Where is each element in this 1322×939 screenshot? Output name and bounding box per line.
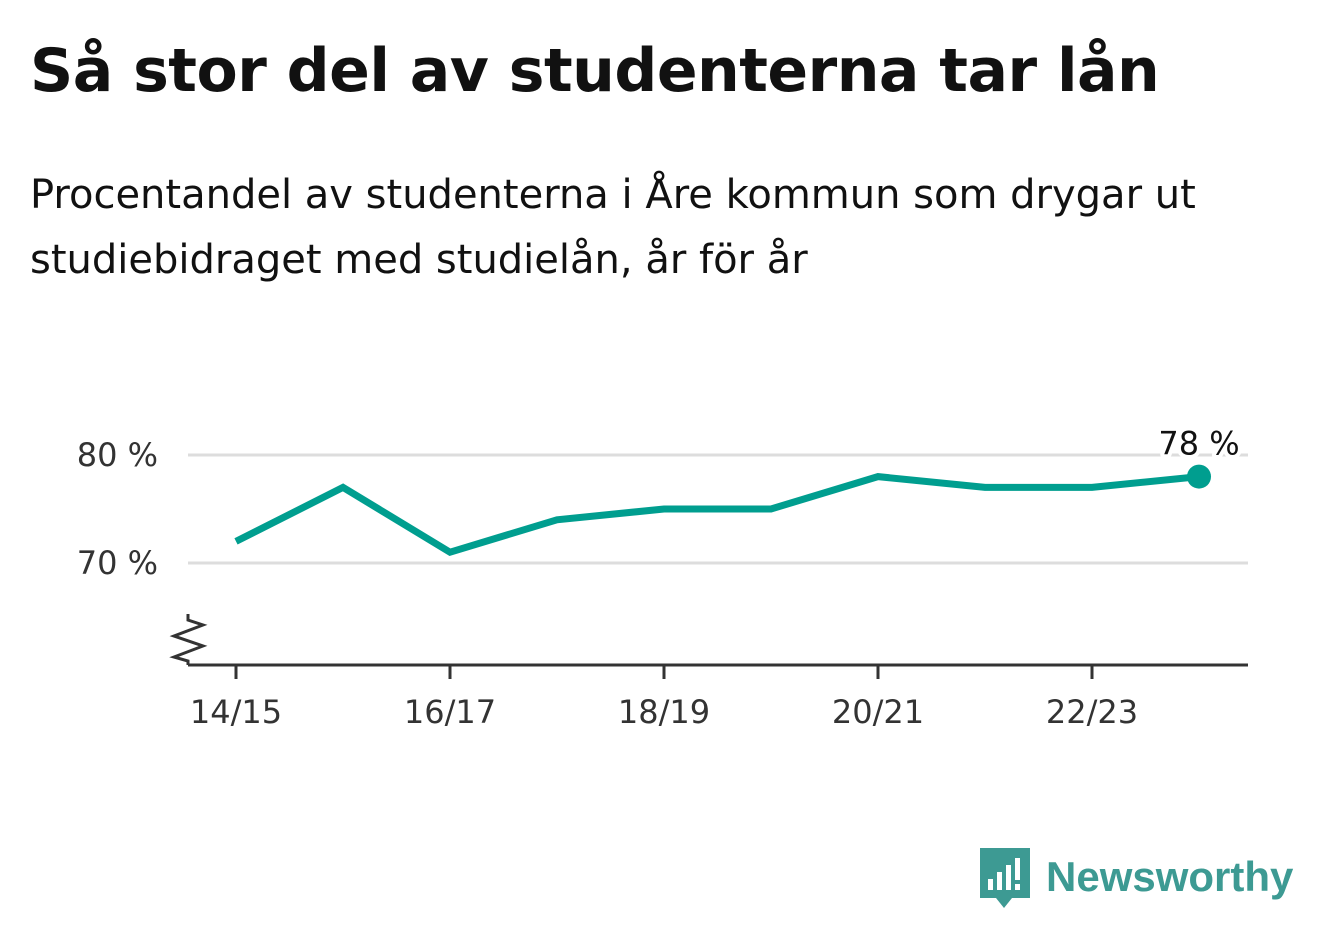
brand-footer: Newsworthy [980, 848, 1293, 912]
grid-lines [188, 453, 1248, 565]
x-tick-label: 22/23 [1046, 693, 1138, 731]
x-tick-label: 18/19 [618, 693, 710, 731]
y-tick-label: 70 % [77, 544, 158, 582]
last-point-marker [1187, 464, 1211, 489]
x-axis-ticks: 14/15 16/17 18/19 20/21 22/23 [190, 665, 1138, 731]
y-tick-label: 80 % [77, 436, 158, 474]
chart-subtitle: Procentandel av studenterna i Åre kommun… [30, 172, 1196, 283]
x-tick-label: 14/15 [190, 693, 282, 731]
chart-title: Så stor del av studenterna tar lån [30, 36, 1160, 106]
x-axis [169, 614, 1248, 667]
brand-name: Newsworthy [1046, 853, 1294, 900]
last-value-label: 78 % [1158, 425, 1239, 463]
data-labels: 78 % [1154, 421, 1243, 467]
series-group [234, 464, 1211, 557]
series-line [234, 473, 1200, 557]
x-tick-label: 20/21 [832, 693, 924, 731]
newsworthy-logo-icon [980, 848, 1030, 908]
axis-break-icon [169, 614, 208, 665]
y-axis-tick-labels: 70 % 80 % [77, 436, 158, 582]
x-tick-label: 16/17 [404, 693, 496, 731]
